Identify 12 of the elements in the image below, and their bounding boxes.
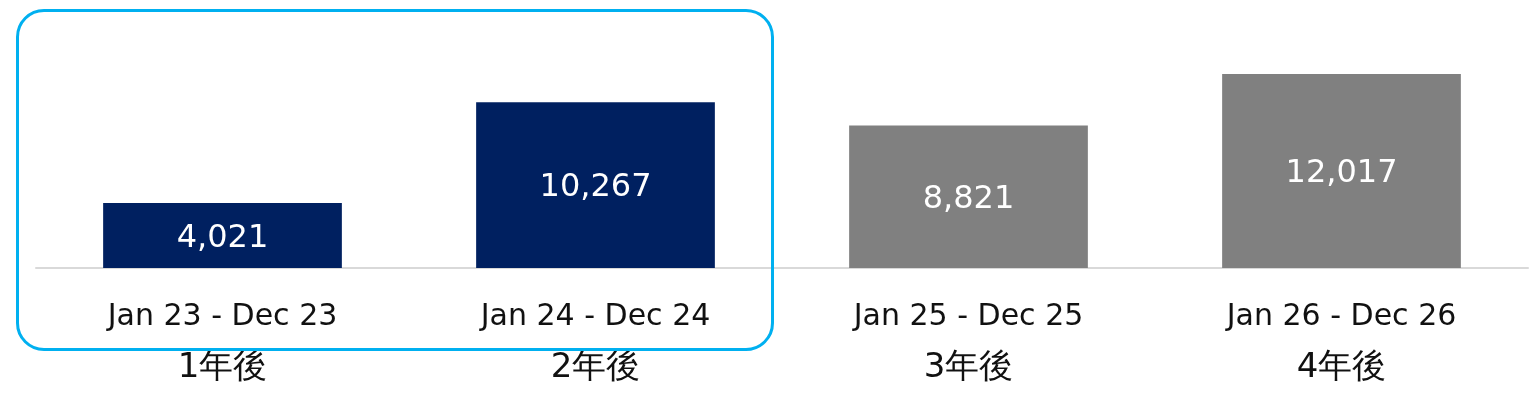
data-label: 4,021	[176, 216, 269, 255]
x-tick-label: Jan 23 - Dec 23 1年後	[105, 296, 338, 385]
bar	[849, 125, 1088, 268]
bar	[103, 203, 342, 268]
bar	[476, 102, 715, 268]
data-label: 12,017	[1285, 152, 1398, 191]
bar	[1222, 74, 1461, 268]
x-tick-label: Jan 26 - Dec 26 4年後	[1224, 296, 1457, 385]
data-label: 8,821	[922, 177, 1015, 216]
data-label: 10,267	[539, 166, 652, 205]
x-tick-label: Jan 24 - Dec 24 2年後	[478, 296, 711, 385]
x-tick-label: Jan 25 - Dec 25 3年後	[851, 296, 1084, 385]
